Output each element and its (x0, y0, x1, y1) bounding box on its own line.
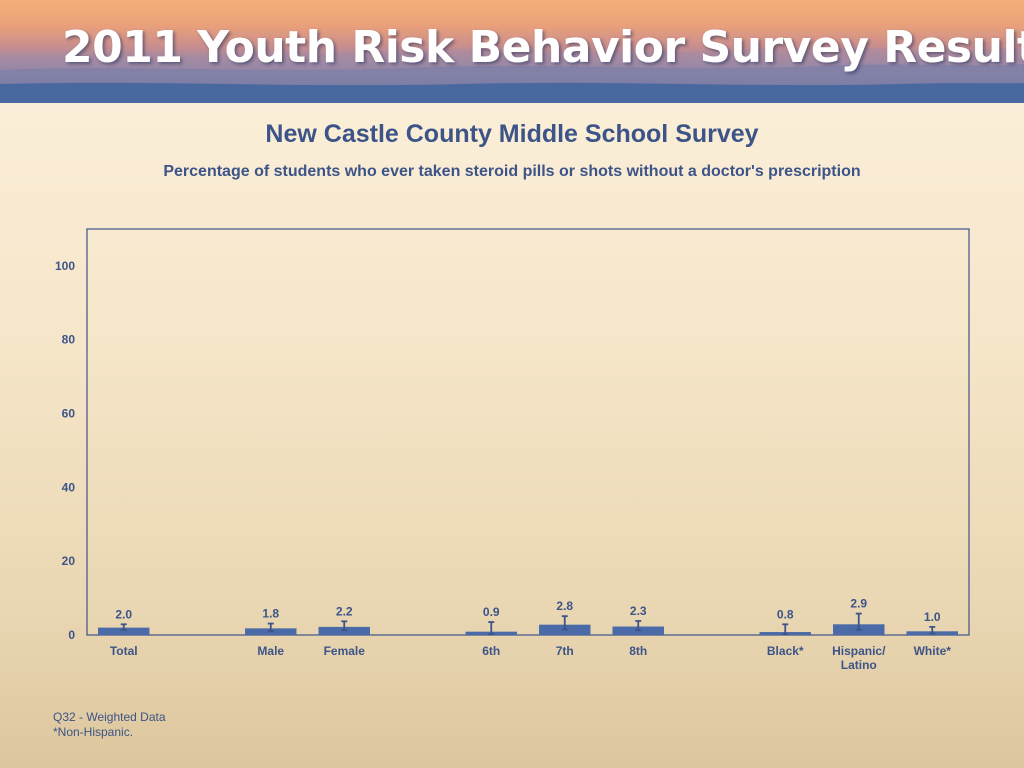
title-banner: 2011 Youth Risk Behavior Survey Results (0, 0, 1024, 103)
data-label: 2.3 (630, 604, 647, 618)
data-label: 2.9 (850, 597, 867, 611)
mountain-landscape-icon (0, 48, 1024, 103)
y-tick-label: 0 (68, 628, 75, 642)
bar (98, 627, 150, 635)
plot-frame (86, 228, 970, 636)
data-label: 2.0 (115, 607, 132, 621)
data-label: 0.8 (777, 607, 794, 621)
data-label: 1.8 (262, 607, 279, 621)
y-tick-label: 40 (62, 480, 76, 494)
banner-title: 2011 Youth Risk Behavior Survey Results (62, 22, 1024, 73)
data-label: 1.0 (924, 610, 941, 624)
x-tick-label: 8th (629, 644, 647, 658)
y-tick-label: 100 (55, 259, 75, 273)
x-tick-label: White* (914, 644, 952, 658)
footnote-non-hispanic: *Non-Hispanic. (53, 725, 134, 739)
y-tick-label: 20 (62, 554, 76, 568)
x-tick-label: 6th (482, 644, 500, 658)
x-tick-label: Hispanic/ (832, 644, 886, 658)
chart-title: New Castle County Middle School Survey (265, 120, 759, 148)
footnote-weighted-data: Q32 - Weighted Data (53, 710, 166, 724)
chart-subtitle: Percentage of students who ever taken st… (163, 163, 861, 180)
x-tick-label: Total (110, 644, 138, 658)
data-label: 2.2 (336, 604, 353, 618)
x-tick-label: Black* (767, 644, 804, 658)
data-label: 2.8 (556, 599, 573, 613)
data-label: 0.9 (483, 605, 500, 619)
y-tick-label: 60 (62, 407, 76, 421)
x-tick-label: Male (257, 644, 284, 658)
y-tick-label: 80 (62, 333, 76, 347)
x-tick-label: 7th (556, 644, 574, 658)
x-tick-label: Female (324, 644, 366, 658)
x-tick-label: Latino (841, 658, 877, 672)
